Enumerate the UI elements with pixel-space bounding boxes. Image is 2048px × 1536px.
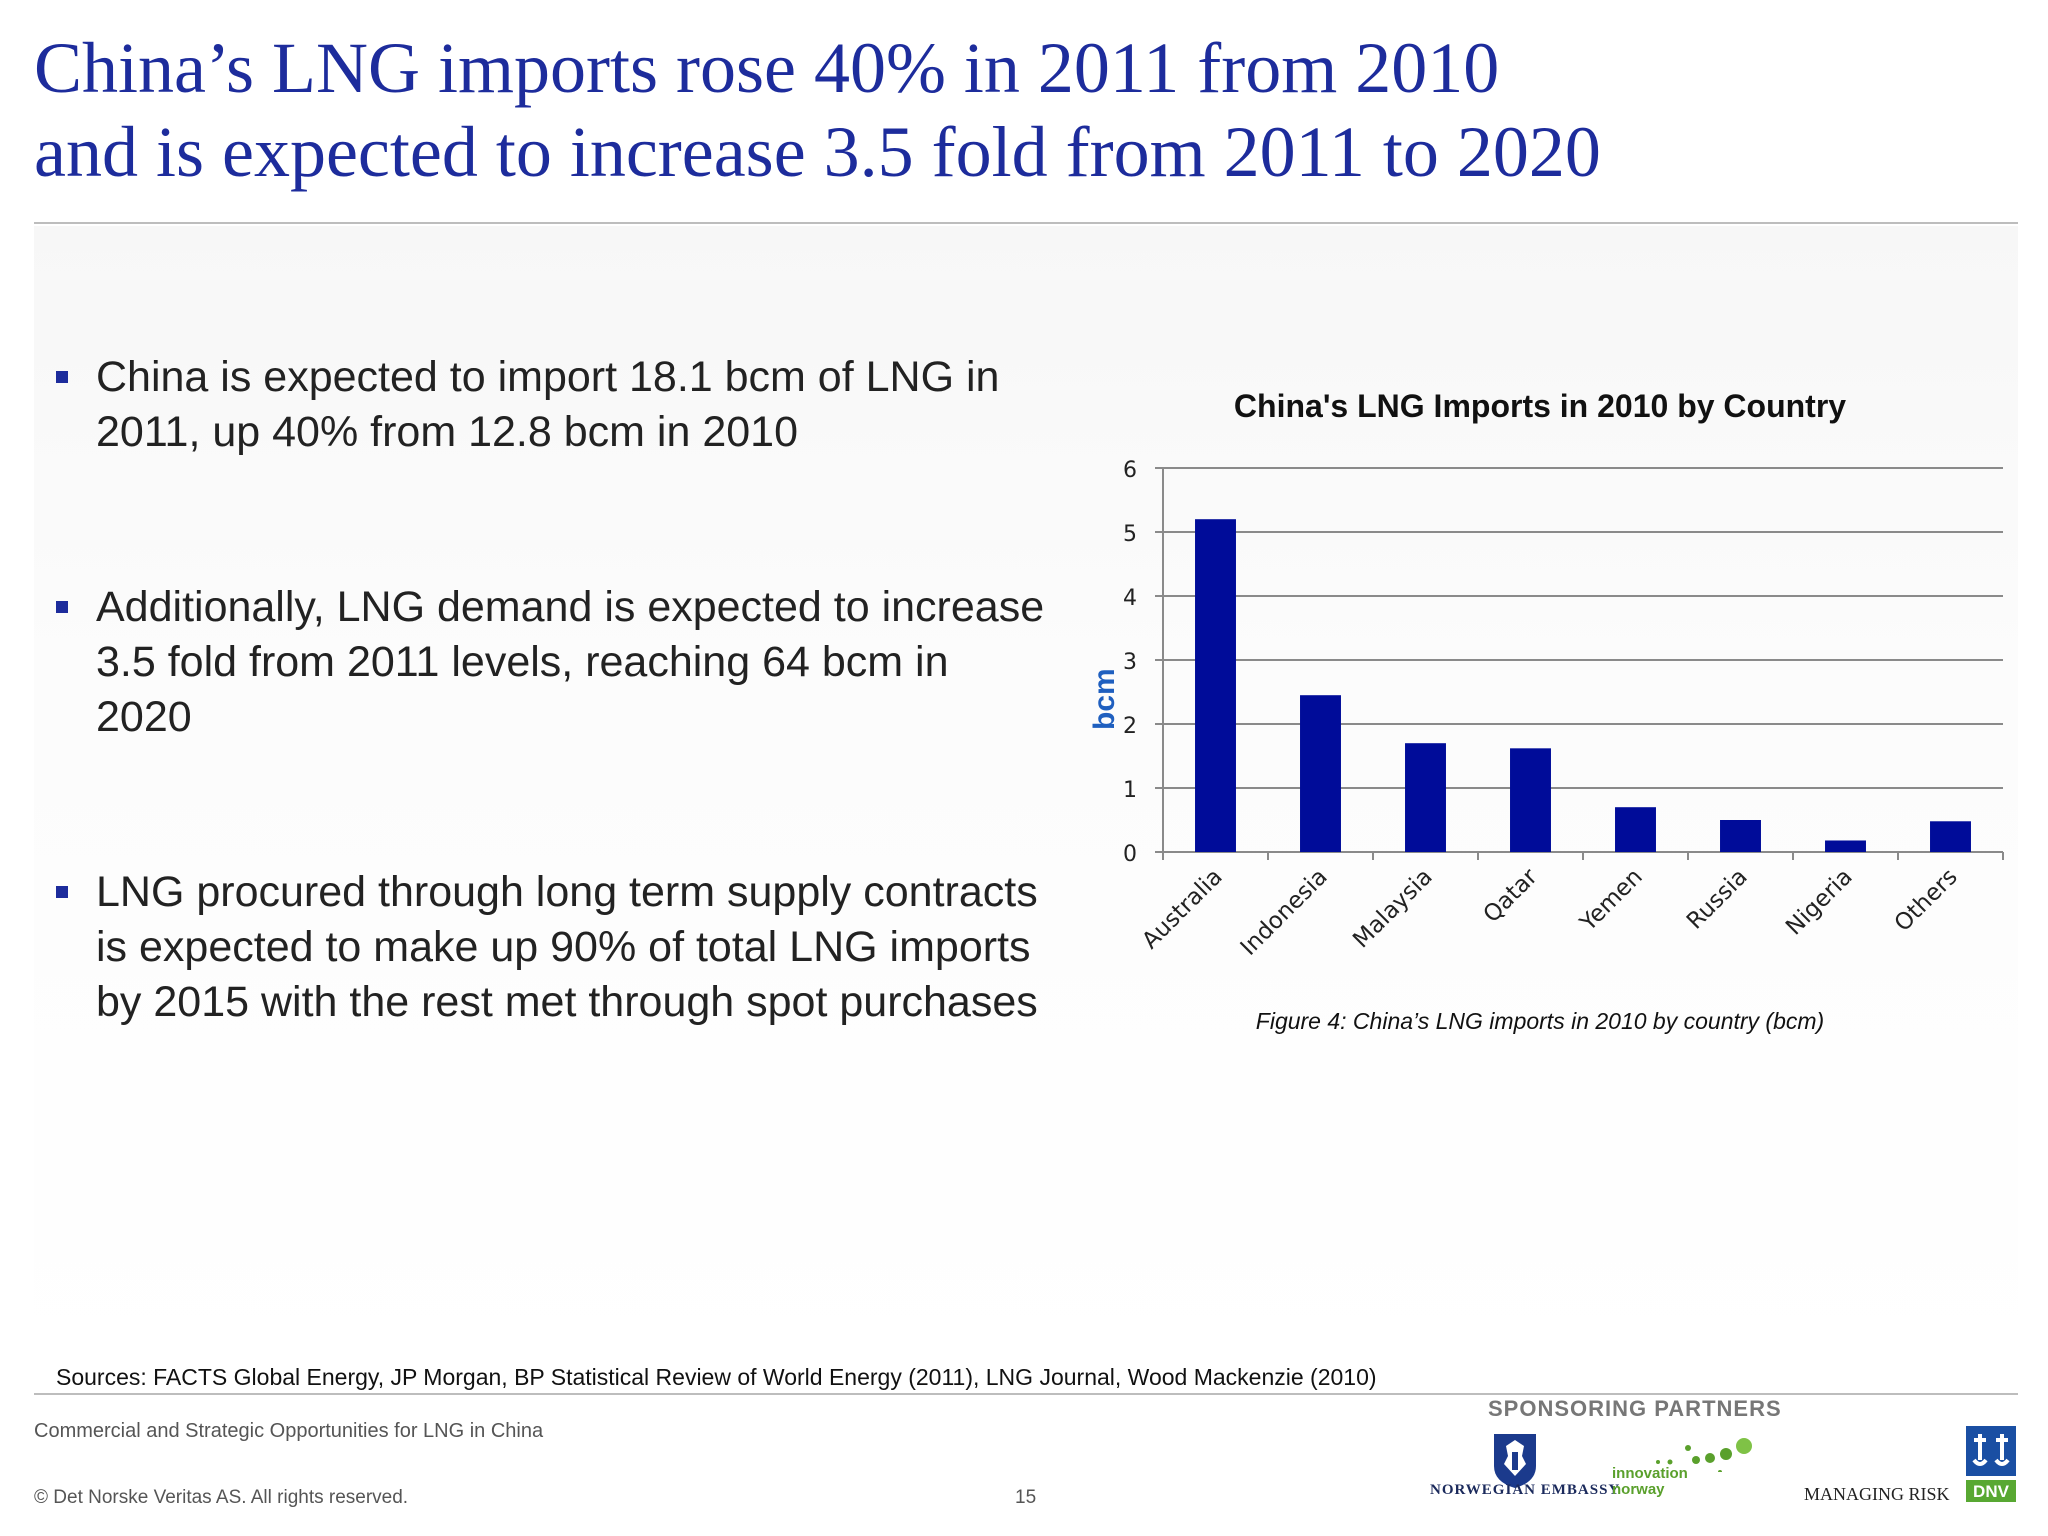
bullet-square-icon (56, 886, 68, 898)
y-tick-label: 1 (1123, 778, 1137, 803)
figure-caption: Figure 4: China’s LNG imports in 2010 by… (1255, 1008, 1825, 1034)
x-tick-label: Russia (1682, 864, 1753, 935)
x-tick-label: Others (1890, 864, 1963, 937)
managing-risk-text: MANAGING RISK (1804, 1484, 1950, 1504)
content-background (34, 226, 2018, 1376)
page-number: 15 (1015, 1487, 1037, 1508)
sources-note: Sources: FACTS Global Energy, JP Morgan,… (56, 1364, 1377, 1390)
bar (1930, 821, 1971, 852)
y-tick-label: 4 (1123, 586, 1137, 611)
y-tick-label: 5 (1123, 522, 1137, 547)
chart-plot: 0 1 2 3 4 5 6 Australia Indonesia Malaysia Qatar Ye… (1123, 458, 2004, 961)
x-tick-label: Yemen (1575, 864, 1648, 937)
sponsoring-partners-label: SPONSORING PARTNERS (1488, 1396, 1782, 1421)
y-tick-label: 0 (1123, 842, 1137, 867)
footer-divider (34, 1393, 2018, 1395)
dnv-logo-icon: DNV (1966, 1426, 2016, 1502)
slide-title-line-1: China’s LNG imports rose 40% in 2011 fro… (34, 28, 1500, 108)
copyright-notice: © Det Norske Veritas AS. All rights rese… (34, 1487, 409, 1508)
x-tick-label: Qatar (1479, 863, 1544, 928)
y-tick-label: 6 (1123, 458, 1137, 483)
bullet-text: Additionally, LNG demand is expected to … (96, 583, 1045, 741)
slide-title-line-2: and is expected to increase 3.5 fold fro… (34, 112, 1601, 192)
chart-title: China's LNG Imports in 2010 by Country (1233, 388, 1847, 424)
x-tick-label: Australia (1137, 864, 1227, 954)
title-divider (34, 222, 2018, 224)
bar (1825, 840, 1866, 852)
bullet-square-icon (56, 371, 68, 383)
innovation-norway-text: INNOVATION NORWAY (1612, 1466, 1688, 1498)
bullet-text: LNG procured through long term supply co… (96, 868, 1038, 1026)
x-tick-label: Nigeria (1781, 864, 1858, 941)
norwegian-embassy-logo-icon (1494, 1434, 1536, 1488)
bullet-square-icon (56, 601, 68, 613)
x-tick-label: Malaysia (1348, 864, 1437, 953)
slide-title: China’s LNG imports rose 40% in 2011 fro… (34, 26, 1994, 194)
bar (1720, 820, 1761, 852)
footer-title: Commercial and Strategic Opportunities f… (34, 1420, 544, 1442)
x-tick-label: Indonesia (1236, 864, 1333, 961)
bar (1510, 748, 1551, 852)
bar (1615, 807, 1656, 852)
innovation-text-line-2: NORWAY (1612, 1481, 1665, 1498)
bar-chart: China's LNG Imports in 2010 by Country b… (1060, 370, 2020, 1050)
bar (1300, 695, 1341, 852)
norwegian-embassy-text: NORWEGIAN EMBASSY (1430, 1482, 1621, 1498)
bar (1195, 519, 1236, 852)
y-tick-label: 3 (1123, 650, 1137, 675)
y-tick-label: 2 (1123, 714, 1137, 739)
innovation-norway-dots-icon (1656, 1438, 1752, 1472)
bullet-text: China is expected to import 18.1 bcm of … (96, 353, 1000, 456)
innovation-text-line-1: INNOVATION (1612, 1465, 1688, 1482)
dnv-logo-text: DNV (1973, 1482, 2010, 1501)
bar (1405, 743, 1446, 852)
